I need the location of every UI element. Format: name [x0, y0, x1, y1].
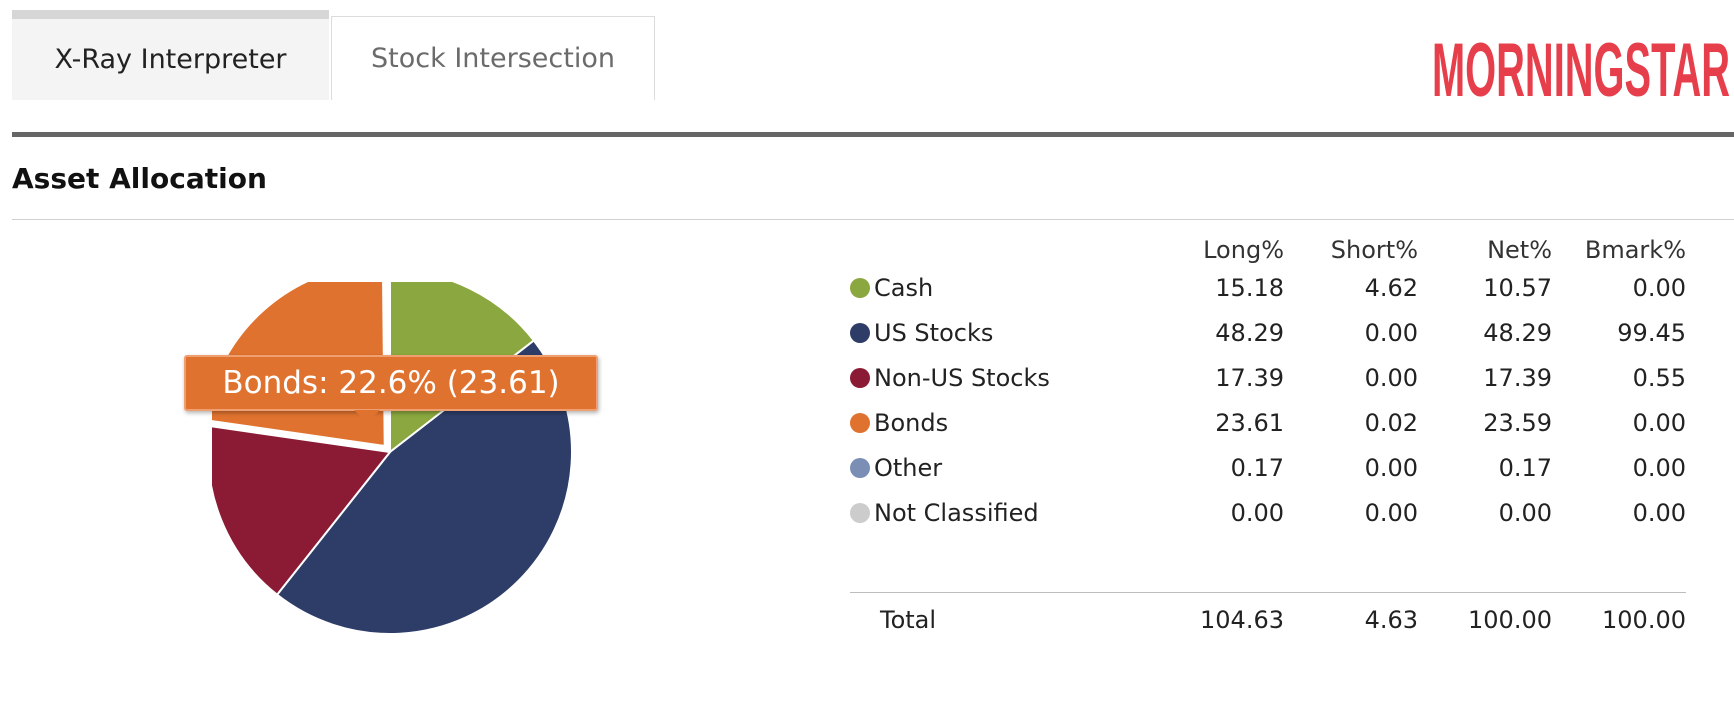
- table-row: Not Classified 0.00 0.00 0.00 0.00: [850, 499, 1690, 539]
- table-total-row: Total 104.63 4.63 100.00 100.00: [850, 606, 1690, 646]
- total-long: 104.63: [1200, 606, 1284, 634]
- row-label: US Stocks: [850, 319, 993, 347]
- cell-long: 0.17: [1230, 454, 1284, 482]
- cell-short: 0.00: [1364, 499, 1418, 527]
- cell-bmark: 99.45: [1617, 319, 1686, 347]
- header-bmark: Bmark%: [1584, 236, 1686, 264]
- morningstar-logo[interactable]: MORNINGSTAR: [1432, 34, 1730, 104]
- row-label-text: Other: [874, 454, 943, 482]
- table-row: Non-US Stocks 17.39 0.00 17.39 0.55: [850, 364, 1690, 404]
- cell-net: 10.57: [1483, 274, 1552, 302]
- table-row: Other 0.17 0.00 0.17 0.00: [850, 454, 1690, 494]
- cell-short: 0.00: [1364, 364, 1418, 392]
- row-label-text: Non-US Stocks: [874, 364, 1050, 392]
- cell-bmark: 0.55: [1632, 364, 1686, 392]
- cell-short: 0.02: [1364, 409, 1418, 437]
- not-classified-legend-dot: [850, 503, 870, 523]
- row-label-text: Not Classified: [874, 499, 1039, 527]
- cell-net: 0.00: [1498, 499, 1552, 527]
- cell-short: 0.00: [1364, 454, 1418, 482]
- chart-tooltip: Bonds: 22.6% (23.61): [184, 355, 598, 411]
- header-long: Long%: [1203, 236, 1284, 264]
- cell-long: 17.39: [1215, 364, 1284, 392]
- pie-slice-other[interactable]: [387, 282, 391, 453]
- row-label: Other: [850, 454, 942, 482]
- cell-long: 48.29: [1215, 319, 1284, 347]
- cell-net: 17.39: [1483, 364, 1552, 392]
- header-short: Short%: [1330, 236, 1418, 264]
- us-stocks-legend-dot: [850, 323, 870, 343]
- tab-stock-intersection[interactable]: Stock Intersection: [331, 16, 655, 100]
- cell-bmark: 0.00: [1632, 499, 1686, 527]
- cell-bmark: 0.00: [1632, 454, 1686, 482]
- tooltip-arrow: [354, 410, 380, 423]
- cell-short: 0.00: [1364, 319, 1418, 347]
- total-net: 100.00: [1468, 606, 1552, 634]
- table-row: US Stocks 48.29 0.00 48.29 99.45: [850, 319, 1690, 359]
- cell-net: 0.17: [1498, 454, 1552, 482]
- row-label: Not Classified: [850, 499, 1039, 527]
- header-net: Net%: [1487, 236, 1552, 264]
- row-label-text: Cash: [874, 274, 934, 302]
- cell-long: 15.18: [1215, 274, 1284, 302]
- other-legend-dot: [850, 458, 870, 478]
- cell-long: 0.00: [1230, 499, 1284, 527]
- cell-net: 48.29: [1483, 319, 1552, 347]
- total-label: Total: [880, 606, 937, 634]
- total-short: 4.63: [1364, 606, 1418, 634]
- table-header: Long% Short% Net% Bmark%: [850, 236, 1690, 276]
- row-label: Cash: [850, 274, 933, 302]
- cell-short: 4.62: [1364, 274, 1418, 302]
- cell-long: 23.61: [1215, 409, 1284, 437]
- asset-allocation-pie-chart[interactable]: [212, 282, 652, 710]
- cash-legend-dot: [850, 278, 870, 298]
- table-row: Bonds 23.61 0.02 23.59 0.00: [850, 409, 1690, 449]
- cell-net: 23.59: [1483, 409, 1552, 437]
- header-divider: [12, 132, 1734, 137]
- cell-bmark: 0.00: [1632, 274, 1686, 302]
- total-bmark: 100.00: [1602, 606, 1686, 634]
- non-us-stocks-legend-dot: [850, 368, 870, 388]
- table-row: Cash 15.18 4.62 10.57 0.00: [850, 274, 1690, 314]
- total-divider: [850, 592, 1686, 593]
- cell-bmark: 0.00: [1632, 409, 1686, 437]
- logo-text: MORNINGSTAR: [1432, 34, 1730, 104]
- section-title: Asset Allocation: [12, 162, 267, 195]
- bonds-legend-dot: [850, 413, 870, 433]
- row-label: Non-US Stocks: [850, 364, 1050, 392]
- pie-slice-non-us-stocks[interactable]: [212, 425, 392, 597]
- section-divider: [12, 219, 1734, 220]
- row-label-text: US Stocks: [874, 319, 994, 347]
- row-label: Bonds: [850, 409, 948, 437]
- tab-x-ray-interpreter[interactable]: X-Ray Interpreter: [12, 10, 329, 100]
- row-label-text: Bonds: [874, 409, 949, 437]
